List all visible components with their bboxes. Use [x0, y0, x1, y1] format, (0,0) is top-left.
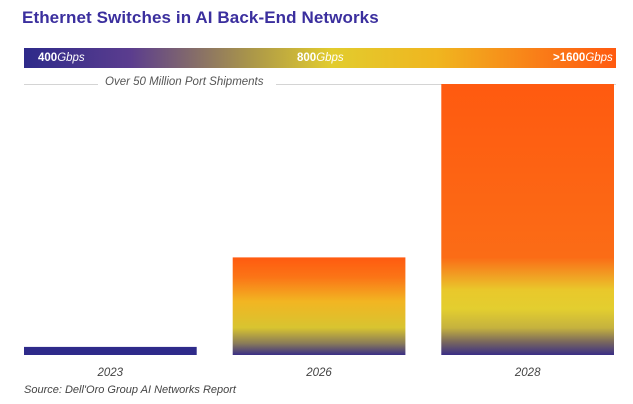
bar-2026 [232, 257, 406, 355]
speed-label-800: 800Gbps [297, 50, 344, 66]
speed-label-400-number: 400 [38, 52, 58, 64]
speed-gradient-bar [24, 48, 616, 68]
speed-label-1600-number: >1600 [553, 52, 586, 64]
speed-label-400: 400Gbps [38, 50, 85, 66]
x-tick-label-2023: 2023 [97, 367, 124, 379]
speed-label-400-unit: Gbps [57, 52, 85, 64]
chart-title: Ethernet Switches in AI Back-End Network… [22, 8, 379, 27]
speed-label-1600: >1600Gbps [553, 50, 613, 66]
bar-2028 [441, 84, 614, 355]
annotation-line-left [24, 84, 98, 85]
speed-label-800-number: 800 [297, 52, 317, 64]
bar-2023 [24, 346, 197, 355]
x-tick-label-2026: 2026 [305, 367, 332, 379]
x-tick-label-2028: 2028 [514, 367, 541, 379]
speed-label-800-unit: Gbps [316, 52, 344, 64]
speed-label-1600-unit: Gbps [585, 52, 613, 64]
annotation-text: Over 50 Million Port Shipments [105, 76, 264, 88]
source-note: Source: Dell'Oro Group AI Networks Repor… [24, 384, 236, 396]
